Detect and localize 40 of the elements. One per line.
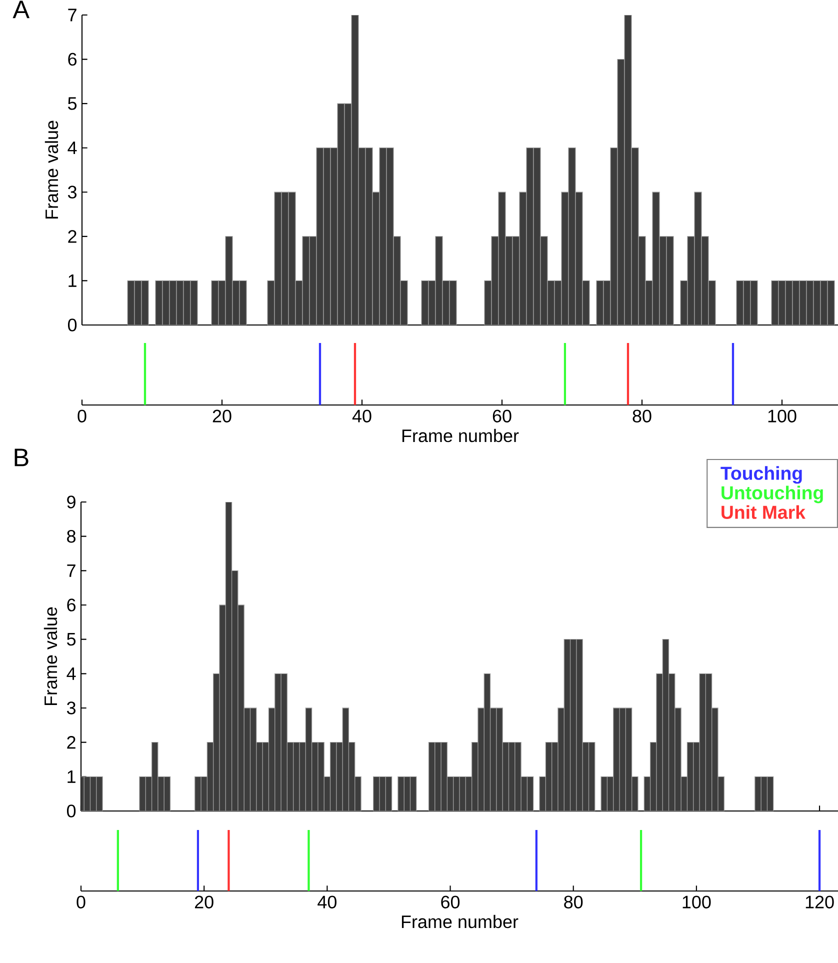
y-axis-title: Frame value (44, 120, 58, 219)
y-tick-label: 9 (67, 496, 76, 508)
y-tick-label: 1 (68, 274, 76, 287)
y-tick-label: 5 (68, 97, 77, 110)
x-tick-label: 80 (632, 410, 652, 422)
chart-title: A (12, 0, 30, 18)
y-tick-label: 2 (68, 230, 76, 243)
x-axis-title: Frame number (402, 914, 518, 928)
y-tick-label: 7 (68, 8, 76, 22)
y-tick-label: 5 (66, 633, 76, 646)
x-tick-label: 120 (806, 896, 834, 908)
text: Untouching (722, 486, 823, 504)
y-tick-label: 4 (68, 142, 77, 154)
y-tick-label: 4 (66, 667, 76, 680)
x-tick-label: 60 (492, 410, 512, 422)
y-tick-label: 3 (68, 186, 76, 198)
x-tick-label: 100 (768, 410, 796, 422)
x-tick-label: 0 (78, 410, 86, 422)
x-tick-label: 80 (564, 896, 583, 908)
x-tick-label: 100 (682, 896, 711, 908)
y-tick-label: 8 (67, 530, 76, 543)
x-tick-label: 20 (194, 896, 214, 908)
y-tick-label: 1 (68, 770, 76, 783)
x-tick-label: 60 (441, 896, 460, 908)
y-tick-label: 0 (66, 804, 76, 818)
y-tick-label: 6 (68, 52, 76, 66)
y-tick-label: 0 (68, 318, 77, 332)
y-tick-label: 3 (66, 702, 76, 714)
chart-title: B (14, 448, 28, 466)
x-tick-label: 40 (318, 896, 336, 908)
x-axis-title: Frame number (402, 428, 519, 442)
y-axis-title: Frame value (44, 607, 58, 706)
text: Touching (720, 466, 802, 484)
y-tick-label: 6 (67, 598, 76, 612)
x-tick-label: 20 (212, 410, 232, 422)
x-tick-label: 0 (76, 896, 86, 908)
x-tick-label: 40 (352, 410, 372, 422)
text: Unit Mark (722, 505, 806, 519)
y-tick-label: 2 (67, 736, 76, 749)
y-tick-label: 7 (67, 564, 76, 577)
